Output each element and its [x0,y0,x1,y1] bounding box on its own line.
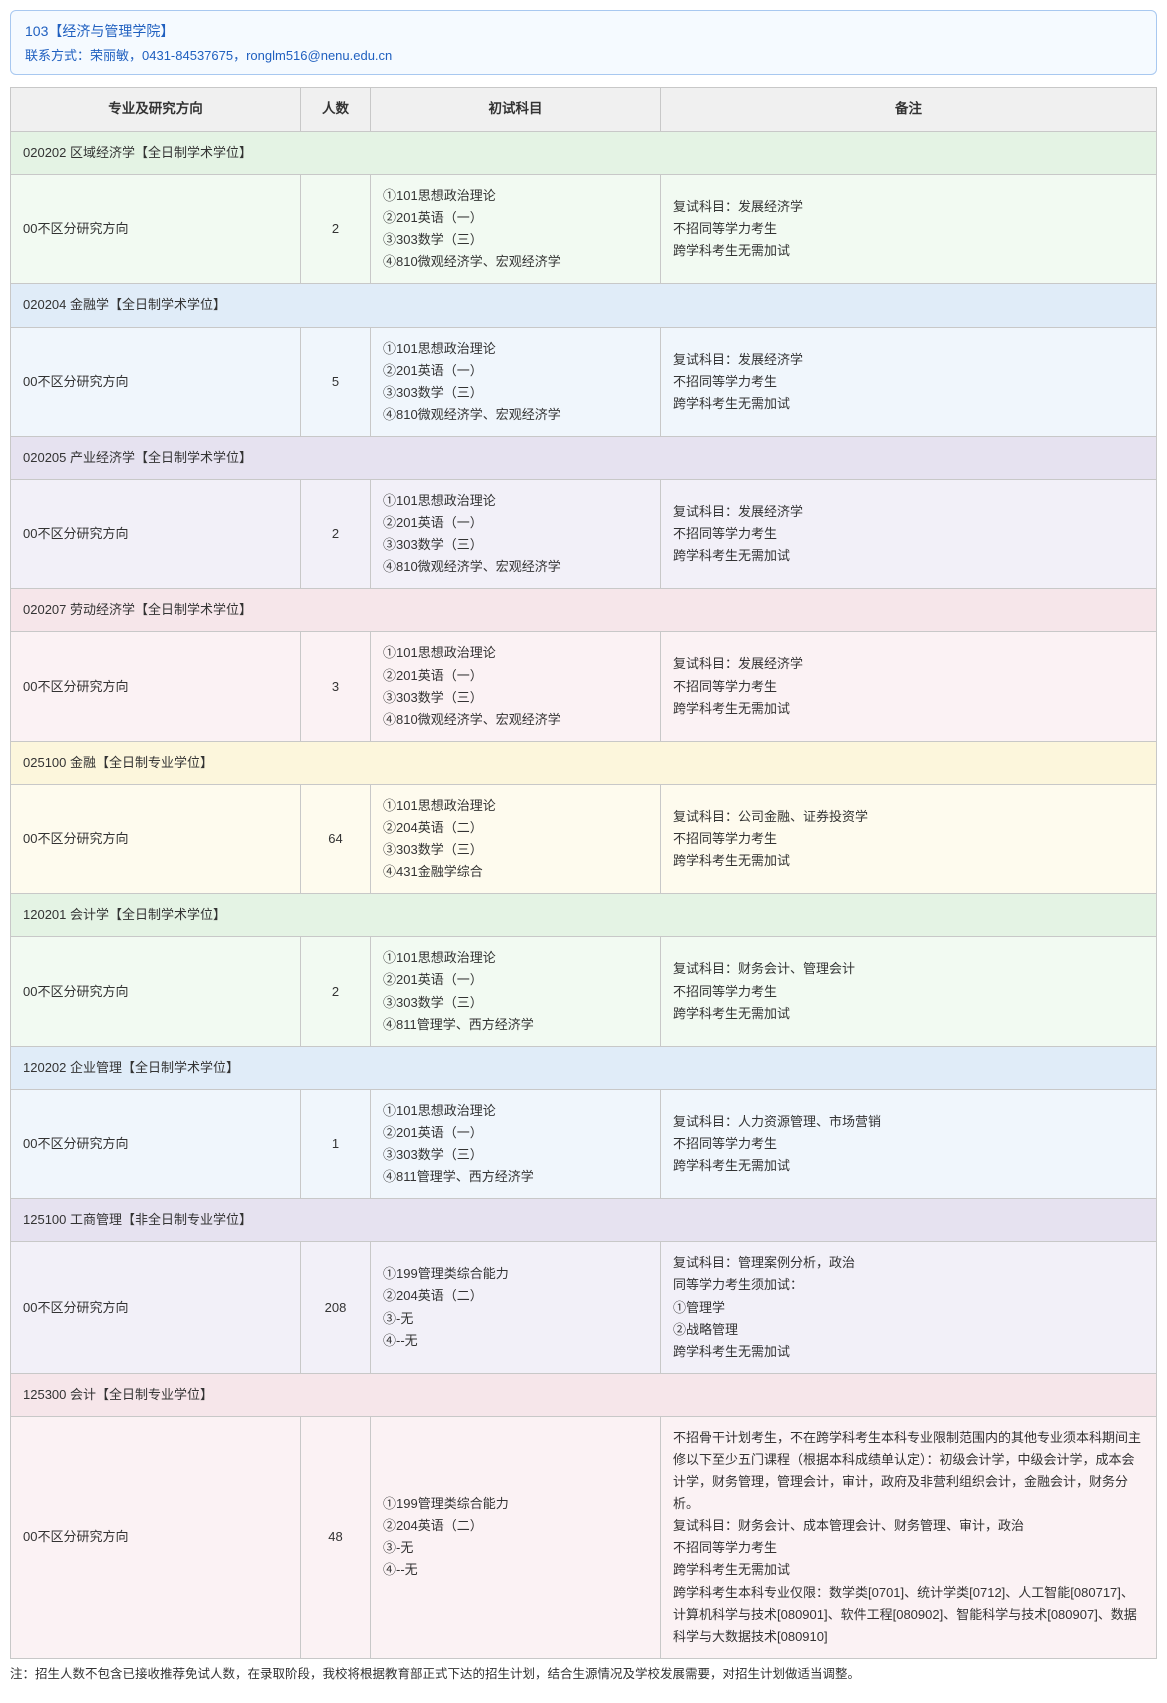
direction-cell: 00不区分研究方向 [11,632,301,741]
major-data-row: 00不区分研究方向1①101思想政治理论 ②201英语（一） ③303数学（三）… [11,1089,1157,1198]
major-header-row: 025100 金融【全日制专业学位】 [11,741,1157,784]
count-cell: 3 [301,632,371,741]
exam-cell: ①101思想政治理论 ②204英语（二） ③303数学（三） ④431金融学综合 [371,784,661,893]
major-header-row: 125300 会计【全日制专业学位】 [11,1373,1157,1416]
count-cell: 1 [301,1089,371,1198]
major-data-row: 00不区分研究方向5①101思想政治理论 ②201英语（一） ③303数学（三）… [11,327,1157,436]
major-header-row: 120202 企业管理【全日制学术学位】 [11,1046,1157,1089]
direction-cell: 00不区分研究方向 [11,937,301,1046]
col-header-exam: 初试科目 [371,88,661,132]
major-header-cell: 020207 劳动经济学【全日制学术学位】 [11,589,1157,632]
exam-cell: ①101思想政治理论 ②201英语（一） ③303数学（三） ④810微观经济学… [371,327,661,436]
remark-cell: 复试科目：公司金融、证券投资学 不招同等学力考生 跨学科考生无需加试 [661,784,1157,893]
count-cell: 2 [301,175,371,284]
department-header: 103【经济与管理学院】 联系方式：荣丽敏，0431-84537675，rong… [10,10,1157,75]
major-data-row: 00不区分研究方向2①101思想政治理论 ②201英语（一） ③303数学（三）… [11,479,1157,588]
major-header-cell: 020204 金融学【全日制学术学位】 [11,284,1157,327]
major-data-row: 00不区分研究方向2①101思想政治理论 ②201英语（一） ③303数学（三）… [11,175,1157,284]
remark-cell: 复试科目：发展经济学 不招同等学力考生 跨学科考生无需加试 [661,632,1157,741]
exam-cell: ①199管理类综合能力 ②204英语（二） ③-无 ④--无 [371,1242,661,1373]
major-header-cell: 120202 企业管理【全日制学术学位】 [11,1046,1157,1089]
exam-cell: ①199管理类综合能力 ②204英语（二） ③-无 ④--无 [371,1416,661,1658]
major-header-row: 020205 产业经济学【全日制学术学位】 [11,436,1157,479]
remark-cell: 复试科目：人力资源管理、市场营销 不招同等学力考生 跨学科考生无需加试 [661,1089,1157,1198]
exam-cell: ①101思想政治理论 ②201英语（一） ③303数学（三） ④810微观经济学… [371,632,661,741]
major-data-row: 00不区分研究方向48①199管理类综合能力 ②204英语（二） ③-无 ④--… [11,1416,1157,1658]
department-title: 103【经济与管理学院】 [25,21,1142,41]
footnote: 注：招生人数不包含已接收推荐免试人数，在录取阶段，我校将根据教育部正式下达的招生… [10,1665,1157,1684]
direction-cell: 00不区分研究方向 [11,1242,301,1373]
remark-cell: 复试科目：发展经济学 不招同等学力考生 跨学科考生无需加试 [661,327,1157,436]
exam-cell: ①101思想政治理论 ②201英语（一） ③303数学（三） ④810微观经济学… [371,175,661,284]
major-header-cell: 120201 会计学【全日制学术学位】 [11,894,1157,937]
major-header-row: 020207 劳动经济学【全日制学术学位】 [11,589,1157,632]
count-cell: 2 [301,479,371,588]
exam-cell: ①101思想政治理论 ②201英语（一） ③303数学（三） ④810微观经济学… [371,479,661,588]
direction-cell: 00不区分研究方向 [11,1416,301,1658]
major-data-row: 00不区分研究方向208①199管理类综合能力 ②204英语（二） ③-无 ④-… [11,1242,1157,1373]
major-header-row: 020204 金融学【全日制学术学位】 [11,284,1157,327]
remark-cell: 复试科目：财务会计、管理会计 不招同等学力考生 跨学科考生无需加试 [661,937,1157,1046]
direction-cell: 00不区分研究方向 [11,784,301,893]
exam-cell: ①101思想政治理论 ②201英语（一） ③303数学（三） ④811管理学、西… [371,937,661,1046]
col-header-remark: 备注 [661,88,1157,132]
col-header-major: 专业及研究方向 [11,88,301,132]
major-header-row: 120201 会计学【全日制学术学位】 [11,894,1157,937]
major-data-row: 00不区分研究方向64①101思想政治理论 ②204英语（二） ③303数学（三… [11,784,1157,893]
direction-cell: 00不区分研究方向 [11,175,301,284]
remark-cell: 复试科目：发展经济学 不招同等学力考生 跨学科考生无需加试 [661,479,1157,588]
admissions-table: 专业及研究方向 人数 初试科目 备注 020202 区域经济学【全日制学术学位】… [10,87,1157,1659]
direction-cell: 00不区分研究方向 [11,479,301,588]
remark-cell: 不招骨干计划考生，不在跨学科考生本科专业限制范围内的其他专业须本科期间主修以下至… [661,1416,1157,1658]
major-header-cell: 020205 产业经济学【全日制学术学位】 [11,436,1157,479]
major-header-cell: 020202 区域经济学【全日制学术学位】 [11,131,1157,174]
col-header-count: 人数 [301,88,371,132]
count-cell: 208 [301,1242,371,1373]
department-contact: 联系方式：荣丽敏，0431-84537675，ronglm516@nenu.ed… [25,45,1142,64]
count-cell: 48 [301,1416,371,1658]
remark-cell: 复试科目：发展经济学 不招同等学力考生 跨学科考生无需加试 [661,175,1157,284]
table-header-row: 专业及研究方向 人数 初试科目 备注 [11,88,1157,132]
direction-cell: 00不区分研究方向 [11,1089,301,1198]
major-header-row: 125100 工商管理【非全日制专业学位】 [11,1199,1157,1242]
count-cell: 64 [301,784,371,893]
major-header-cell: 025100 金融【全日制专业学位】 [11,741,1157,784]
major-data-row: 00不区分研究方向3①101思想政治理论 ②201英语（一） ③303数学（三）… [11,632,1157,741]
major-data-row: 00不区分研究方向2①101思想政治理论 ②201英语（一） ③303数学（三）… [11,937,1157,1046]
count-cell: 2 [301,937,371,1046]
major-header-row: 020202 区域经济学【全日制学术学位】 [11,131,1157,174]
direction-cell: 00不区分研究方向 [11,327,301,436]
exam-cell: ①101思想政治理论 ②201英语（一） ③303数学（三） ④811管理学、西… [371,1089,661,1198]
major-header-cell: 125100 工商管理【非全日制专业学位】 [11,1199,1157,1242]
major-header-cell: 125300 会计【全日制专业学位】 [11,1373,1157,1416]
remark-cell: 复试科目：管理案例分析，政治 同等学力考生须加试： ①管理学 ②战略管理 跨学科… [661,1242,1157,1373]
count-cell: 5 [301,327,371,436]
